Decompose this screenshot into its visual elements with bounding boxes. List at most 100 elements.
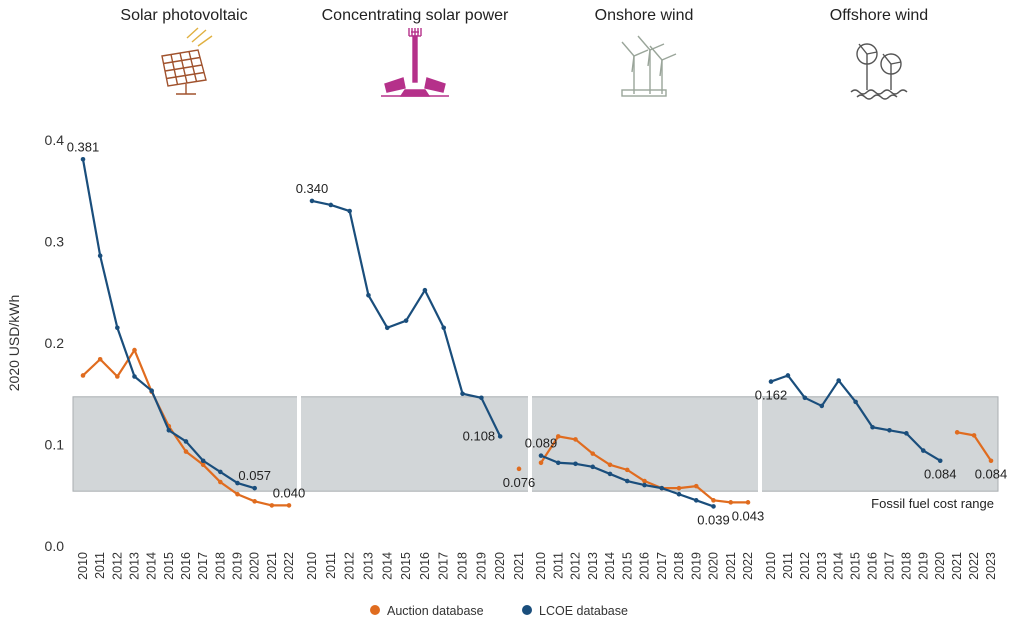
data-label: 0.043 [732,508,765,523]
data-label: 0.057 [238,468,271,483]
auction-point [132,347,137,353]
auction-point [269,503,275,508]
x-tick-label: 2015 [849,552,863,580]
lcoe-point [802,395,808,401]
y-tick-label: 0.2 [45,335,65,351]
lcoe-point [149,388,154,394]
x-tick-label: 2013 [586,552,600,580]
auction-point [988,458,994,464]
auction-point [607,462,613,468]
lcoe-point [711,504,716,509]
lcoe-point [347,208,352,214]
x-tick-label: 2016 [866,552,880,580]
x-tick-label: 2010 [76,552,90,580]
auction-point [286,503,292,508]
data-label: 0.039 [697,512,730,527]
auction-point [115,374,120,379]
auction-point [516,466,522,472]
solar-panel-icon [161,27,213,95]
x-tick-label: 2016 [418,552,432,580]
lcoe-point [921,448,926,453]
lcoe-point [460,391,465,397]
x-tick-label: 2018 [672,552,686,580]
data-label: 0.076 [503,475,536,490]
legend: Auction database LCOE database [370,604,628,618]
x-tick-label: 2015 [399,552,413,580]
lcoe-point [218,469,223,475]
x-tick-label: 2015 [162,552,176,580]
y-tick-label: 0.4 [45,132,65,148]
lcoe-point [676,491,682,497]
lcoe-point [887,427,892,433]
auction-point [235,491,240,497]
lcoe-point [693,498,699,503]
x-tick-label: 2011 [93,552,107,579]
lcoe-point [132,374,137,379]
auction-point [97,356,103,362]
lcoe-point [768,379,774,384]
x-tick-label: 2021 [950,552,964,580]
lcoe-point [642,482,647,488]
lcoe-point [555,460,561,466]
x-tick-label: 2020 [493,552,507,580]
auction-point [624,467,630,473]
lcoe-point [785,373,791,378]
lcoe-point [937,458,943,464]
x-tick-label: 2012 [798,552,812,580]
auction-point [676,485,682,491]
auction-legend-label: Auction database [387,604,484,618]
x-tick-label: 2014 [832,552,846,580]
x-tick-label: 2019 [231,552,245,580]
x-tick-label: 2022 [967,552,981,580]
data-label: 0.084 [924,467,957,482]
lcoe-point [819,403,825,409]
fossil-fuel-band-label: Fossil fuel cost range [871,496,994,511]
x-tick-label: 2011 [324,552,338,579]
x-tick-label: 2011 [551,552,565,579]
lcoe-point [479,395,484,401]
x-tick-label: 2012 [110,552,124,580]
x-tick-label: 2010 [305,552,319,580]
series-layer [80,156,994,509]
data-label: 0.162 [755,388,788,403]
auction-point [80,373,86,378]
panel-separators [297,130,762,566]
auction-point [555,434,561,439]
panel-headers: Solar photovoltaic Concentrating solar po… [120,7,928,100]
auction-point [183,449,189,454]
lcoe-point [441,325,447,331]
x-tick-label: 2021 [265,552,279,580]
lcoe-legend-label: LCOE database [539,604,628,618]
auction-point [573,437,578,442]
panel-title: Onshore wind [595,7,694,24]
x-tick-label: 2014 [603,552,617,580]
x-tick-label: 2012 [343,552,357,580]
data-label: 0.084 [975,467,1008,482]
lcoe-point [422,287,428,293]
lcoe-point [853,399,858,405]
x-tick-label: 2010 [764,552,778,580]
x-tick-label: 2020 [707,552,721,580]
auction-point [252,499,257,504]
auction-point [590,451,596,456]
x-tick-label: 2012 [569,552,583,580]
x-tick-label: 2015 [620,552,634,580]
fossil-fuel-band-layer: Fossil fuel cost range [72,396,999,511]
lcoe-point [115,325,120,331]
lcoe-point [624,478,630,484]
x-tick-label: 2018 [456,552,470,580]
x-tick-label: 2014 [380,552,394,580]
data-label: 0.340 [296,181,329,196]
x-tick-label: 2020 [248,552,262,580]
auction-point [218,479,223,485]
lcoe-point [904,431,909,436]
lcoe-point [870,424,875,430]
auction-point [711,498,716,503]
csp-tower-icon [381,28,449,97]
lcoe-point [836,378,841,383]
lcoe-point [200,458,206,464]
x-tick-label: 2018 [213,552,227,580]
x-tick-label: 2018 [899,552,913,580]
panel-title: Offshore wind [830,7,928,24]
